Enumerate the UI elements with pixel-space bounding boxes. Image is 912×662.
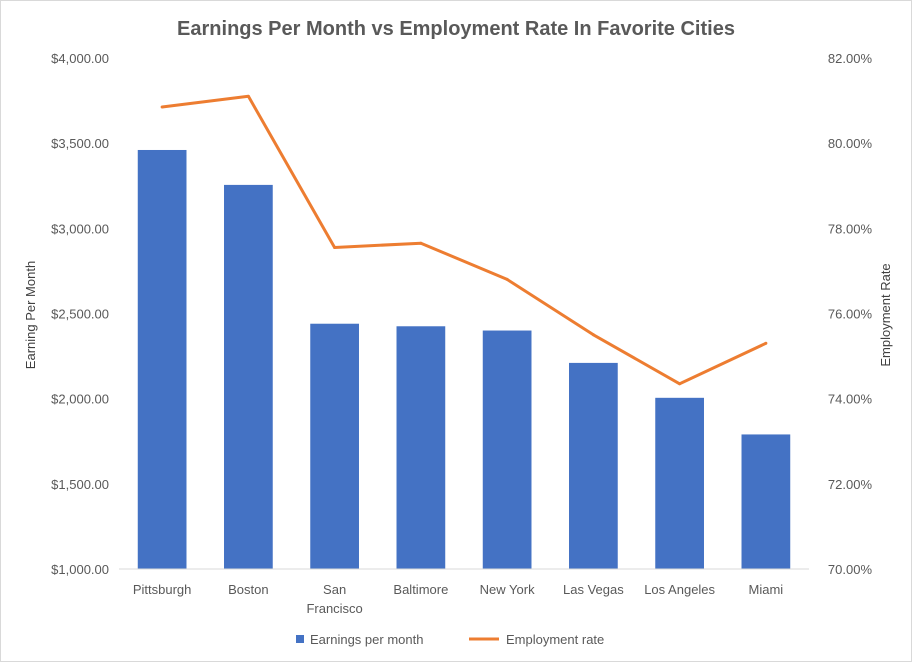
bar <box>655 397 704 569</box>
legend-label-earnings: Earnings per month <box>310 632 423 647</box>
y-axis-left-tick-label: $4,000.00 <box>51 51 109 66</box>
legend-label-employment: Employment rate <box>506 632 604 647</box>
y-axis-right-tick-label: 74.00% <box>828 392 873 407</box>
line-point <box>419 241 423 245</box>
legend-swatch-earnings <box>296 635 304 643</box>
line-point <box>160 105 164 109</box>
line-point <box>764 341 768 345</box>
line-point <box>246 94 250 98</box>
x-axis-tick-label: New York <box>480 582 535 597</box>
chart-title: Earnings Per Month vs Employment Rate In… <box>177 18 735 40</box>
bar <box>482 330 532 569</box>
y-axis-left-tick-label: $3,000.00 <box>51 221 109 236</box>
y-axis-right-ticks: 70.00% 72.00% 74.00% 76.00% 78.00% 80.00% 82.0… <box>828 51 873 577</box>
y-axis-left-tick-label: $3,500.00 <box>51 136 109 151</box>
bar <box>741 434 791 569</box>
line-point <box>678 382 682 386</box>
bar-series-earnings <box>137 149 791 570</box>
y-axis-left-tick-label: $1,000.00 <box>51 562 109 577</box>
series-line <box>161 94 767 386</box>
bar <box>396 326 446 569</box>
line-point <box>591 333 595 337</box>
legend-item-employment: Employment rate <box>469 632 604 647</box>
y-axis-left-title: Earning Per Month <box>23 261 38 369</box>
bar <box>224 184 273 570</box>
y-axis-left-tick-label: $2,500.00 <box>51 307 109 322</box>
y-axis-left-tick-label: $2,000.00 <box>51 392 109 407</box>
x-axis-ticks: Pittsburgh Boston San Francisco Baltimore New… <box>119 568 809 616</box>
y-axis-right-tick-label: 76.00% <box>828 307 873 322</box>
bar <box>569 362 618 569</box>
line-point <box>505 277 509 281</box>
y-axis-left-ticks: $1,000.00 $1,500.00 $2,000.00 $2,500.00 $3,0… <box>51 51 109 577</box>
x-axis-tick-label: Boston <box>228 582 268 597</box>
y-axis-right-tick-label: 72.00% <box>828 477 873 492</box>
y-axis-right-tick-label: 70.00% <box>828 562 873 577</box>
legend-item-earnings: Earnings per month <box>296 632 423 647</box>
x-axis-tick-label: Miami <box>749 582 784 597</box>
bar <box>137 149 187 570</box>
x-axis-tick-label: Las Vegas <box>563 582 624 597</box>
y-axis-right-title: Employment Rate <box>878 263 893 366</box>
x-axis-tick-label: Baltimore <box>393 582 448 597</box>
y-axis-right-tick-label: 80.00% <box>828 136 873 151</box>
line-point <box>333 245 337 249</box>
y-axis-right-tick-label: 82.00% <box>828 51 873 66</box>
x-axis-tick-label: Pittsburgh <box>133 582 192 597</box>
legend: Earnings per month Employment rate <box>296 632 604 647</box>
line-series-employment <box>160 94 768 386</box>
x-axis-tick-label: Los Angeles <box>644 582 715 597</box>
x-axis-tick-label: San Francisco <box>306 582 362 616</box>
y-axis-left-tick-label: $1,500.00 <box>51 477 109 492</box>
bar <box>310 323 359 569</box>
y-axis-right-tick-label: 78.00% <box>828 221 873 236</box>
